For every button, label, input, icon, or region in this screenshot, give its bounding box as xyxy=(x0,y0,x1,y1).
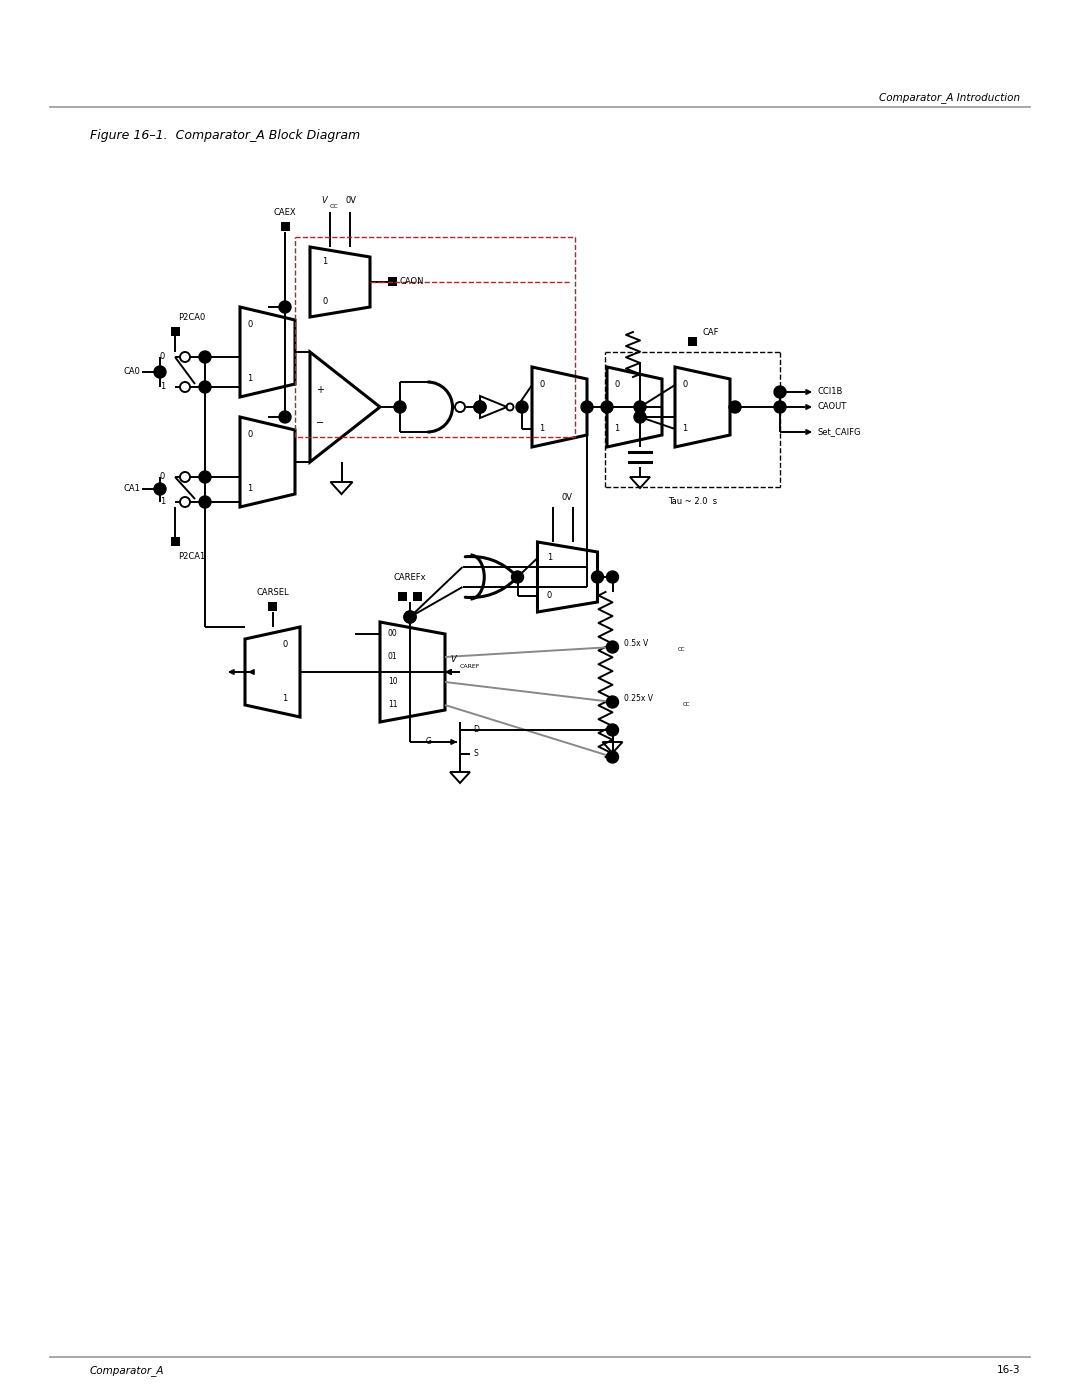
Text: 16-3: 16-3 xyxy=(997,1365,1020,1375)
Text: 1: 1 xyxy=(546,553,552,563)
Text: 0: 0 xyxy=(546,591,552,601)
Circle shape xyxy=(600,401,613,414)
Text: 00: 00 xyxy=(388,630,397,638)
Text: CC: CC xyxy=(330,204,339,210)
Text: 1: 1 xyxy=(539,425,544,433)
Text: Figure 16–1.  Comparator_A Block Diagram: Figure 16–1. Comparator_A Block Diagram xyxy=(90,129,360,142)
Text: 0: 0 xyxy=(160,352,165,362)
Text: P2CA1: P2CA1 xyxy=(178,552,205,562)
Text: 0: 0 xyxy=(160,472,165,482)
Circle shape xyxy=(404,610,416,623)
Text: 0: 0 xyxy=(539,380,544,390)
Bar xyxy=(414,592,422,602)
Text: 0: 0 xyxy=(683,380,688,390)
Circle shape xyxy=(581,401,593,414)
Circle shape xyxy=(592,571,604,583)
Circle shape xyxy=(474,401,486,414)
Text: 0V: 0V xyxy=(562,493,573,502)
Text: 0: 0 xyxy=(282,640,287,650)
Circle shape xyxy=(279,300,291,313)
Bar xyxy=(397,592,406,602)
Circle shape xyxy=(607,724,619,736)
Text: Tau ~ 2.0  s: Tau ~ 2.0 s xyxy=(667,497,717,506)
Text: 1: 1 xyxy=(247,485,253,493)
Text: 0.25x V: 0.25x V xyxy=(624,694,653,704)
Text: 01: 01 xyxy=(388,652,397,662)
Circle shape xyxy=(154,366,166,379)
Circle shape xyxy=(199,381,211,393)
Text: P2CA0: P2CA0 xyxy=(178,313,205,321)
Circle shape xyxy=(607,641,619,652)
Text: 10: 10 xyxy=(388,678,397,686)
Circle shape xyxy=(199,496,211,509)
Text: CC: CC xyxy=(683,703,690,707)
Text: 11: 11 xyxy=(388,700,397,710)
Text: CC: CC xyxy=(677,647,685,652)
Text: CAOUT: CAOUT xyxy=(818,402,847,412)
Text: Comparator_A: Comparator_A xyxy=(90,1365,164,1376)
Text: −: − xyxy=(316,419,324,429)
Text: Set_CAIFG: Set_CAIFG xyxy=(818,427,862,436)
Text: 0.5x V: 0.5x V xyxy=(624,640,649,648)
Text: 1: 1 xyxy=(683,425,688,433)
Text: V: V xyxy=(450,655,456,664)
Text: S: S xyxy=(473,750,477,759)
Text: 0: 0 xyxy=(322,298,327,306)
Text: +: + xyxy=(316,386,324,395)
Text: CAON: CAON xyxy=(400,278,424,286)
Text: CAREF: CAREF xyxy=(460,664,481,669)
Text: 1: 1 xyxy=(615,425,620,433)
Text: 1: 1 xyxy=(160,497,165,507)
Text: Comparator_A Introduction: Comparator_A Introduction xyxy=(879,92,1020,103)
Circle shape xyxy=(474,401,486,414)
Bar xyxy=(171,327,179,337)
Text: D: D xyxy=(473,725,478,735)
Bar xyxy=(268,602,276,612)
Text: 1: 1 xyxy=(247,374,253,384)
Circle shape xyxy=(516,401,528,414)
Circle shape xyxy=(199,471,211,483)
Bar xyxy=(688,338,697,346)
Text: G: G xyxy=(427,738,432,746)
Bar xyxy=(281,222,289,232)
Circle shape xyxy=(607,752,619,763)
Text: CCI1B: CCI1B xyxy=(818,387,843,397)
Text: 1: 1 xyxy=(322,257,327,267)
Text: CAREFx: CAREFx xyxy=(394,573,427,583)
Text: CAF: CAF xyxy=(702,328,719,337)
Circle shape xyxy=(279,411,291,423)
Bar xyxy=(389,278,397,286)
Text: V: V xyxy=(321,196,327,205)
Circle shape xyxy=(512,571,524,583)
Circle shape xyxy=(634,401,646,414)
Text: CA1: CA1 xyxy=(123,485,140,493)
Text: 0: 0 xyxy=(615,380,620,390)
Circle shape xyxy=(774,386,786,398)
Text: CAEX: CAEX xyxy=(273,208,296,217)
Circle shape xyxy=(774,401,786,414)
Circle shape xyxy=(154,483,166,495)
Circle shape xyxy=(634,411,646,423)
Circle shape xyxy=(607,571,619,583)
Text: CA0: CA0 xyxy=(123,367,140,377)
Circle shape xyxy=(729,401,741,414)
Text: 0: 0 xyxy=(247,430,253,440)
Circle shape xyxy=(394,401,406,414)
Text: 1: 1 xyxy=(160,383,165,391)
Circle shape xyxy=(607,696,619,708)
Circle shape xyxy=(404,610,416,623)
Text: 1: 1 xyxy=(282,694,287,704)
Circle shape xyxy=(199,351,211,363)
Bar xyxy=(171,538,179,546)
Text: 0V: 0V xyxy=(345,196,356,205)
Text: CARSEL: CARSEL xyxy=(256,588,288,597)
Text: 0: 0 xyxy=(247,320,253,330)
